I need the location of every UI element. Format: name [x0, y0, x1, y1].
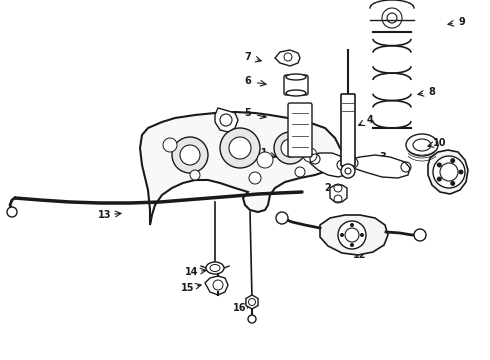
- Circle shape: [172, 137, 208, 173]
- Circle shape: [274, 132, 306, 164]
- Polygon shape: [428, 150, 468, 194]
- Circle shape: [257, 152, 273, 168]
- Ellipse shape: [206, 262, 224, 274]
- Text: 2: 2: [324, 183, 331, 193]
- Circle shape: [220, 128, 260, 168]
- Text: 4: 4: [367, 115, 373, 125]
- Circle shape: [248, 315, 256, 323]
- Circle shape: [229, 137, 251, 159]
- FancyBboxPatch shape: [341, 94, 355, 166]
- Text: 7: 7: [245, 52, 251, 62]
- Circle shape: [249, 172, 261, 184]
- Circle shape: [433, 156, 465, 188]
- Polygon shape: [348, 155, 410, 178]
- Text: 1: 1: [459, 170, 466, 180]
- Circle shape: [276, 212, 288, 224]
- Circle shape: [437, 176, 442, 181]
- Text: 17: 17: [215, 117, 229, 127]
- Circle shape: [180, 145, 200, 165]
- Circle shape: [459, 170, 464, 175]
- FancyBboxPatch shape: [288, 103, 312, 157]
- Text: 13: 13: [98, 210, 112, 220]
- Circle shape: [450, 181, 455, 186]
- Text: 3: 3: [380, 152, 387, 162]
- Text: 14: 14: [185, 267, 199, 277]
- Polygon shape: [330, 185, 347, 202]
- Circle shape: [303, 148, 317, 162]
- Text: 11: 11: [255, 148, 269, 158]
- Circle shape: [450, 158, 455, 163]
- Circle shape: [350, 243, 354, 247]
- Text: 15: 15: [181, 283, 195, 293]
- Circle shape: [163, 138, 177, 152]
- FancyBboxPatch shape: [284, 75, 308, 95]
- Polygon shape: [310, 153, 348, 177]
- Polygon shape: [215, 108, 238, 132]
- Circle shape: [190, 170, 200, 180]
- Circle shape: [437, 162, 442, 167]
- Ellipse shape: [286, 90, 306, 96]
- Text: 6: 6: [245, 76, 251, 86]
- Circle shape: [360, 233, 364, 237]
- Ellipse shape: [286, 74, 306, 80]
- Circle shape: [340, 233, 344, 237]
- Text: 5: 5: [245, 108, 251, 118]
- Text: 10: 10: [433, 138, 447, 148]
- Polygon shape: [246, 295, 258, 309]
- Polygon shape: [275, 50, 300, 66]
- Circle shape: [281, 139, 299, 157]
- Circle shape: [350, 223, 354, 227]
- Polygon shape: [140, 112, 348, 225]
- Text: 9: 9: [459, 17, 466, 27]
- Polygon shape: [205, 276, 228, 295]
- Text: 8: 8: [429, 87, 436, 97]
- Circle shape: [414, 229, 426, 241]
- Circle shape: [295, 167, 305, 177]
- Polygon shape: [320, 215, 388, 255]
- Text: 16: 16: [233, 303, 247, 313]
- Circle shape: [7, 207, 17, 217]
- Circle shape: [338, 221, 366, 249]
- Circle shape: [341, 164, 355, 178]
- Text: 12: 12: [353, 250, 367, 260]
